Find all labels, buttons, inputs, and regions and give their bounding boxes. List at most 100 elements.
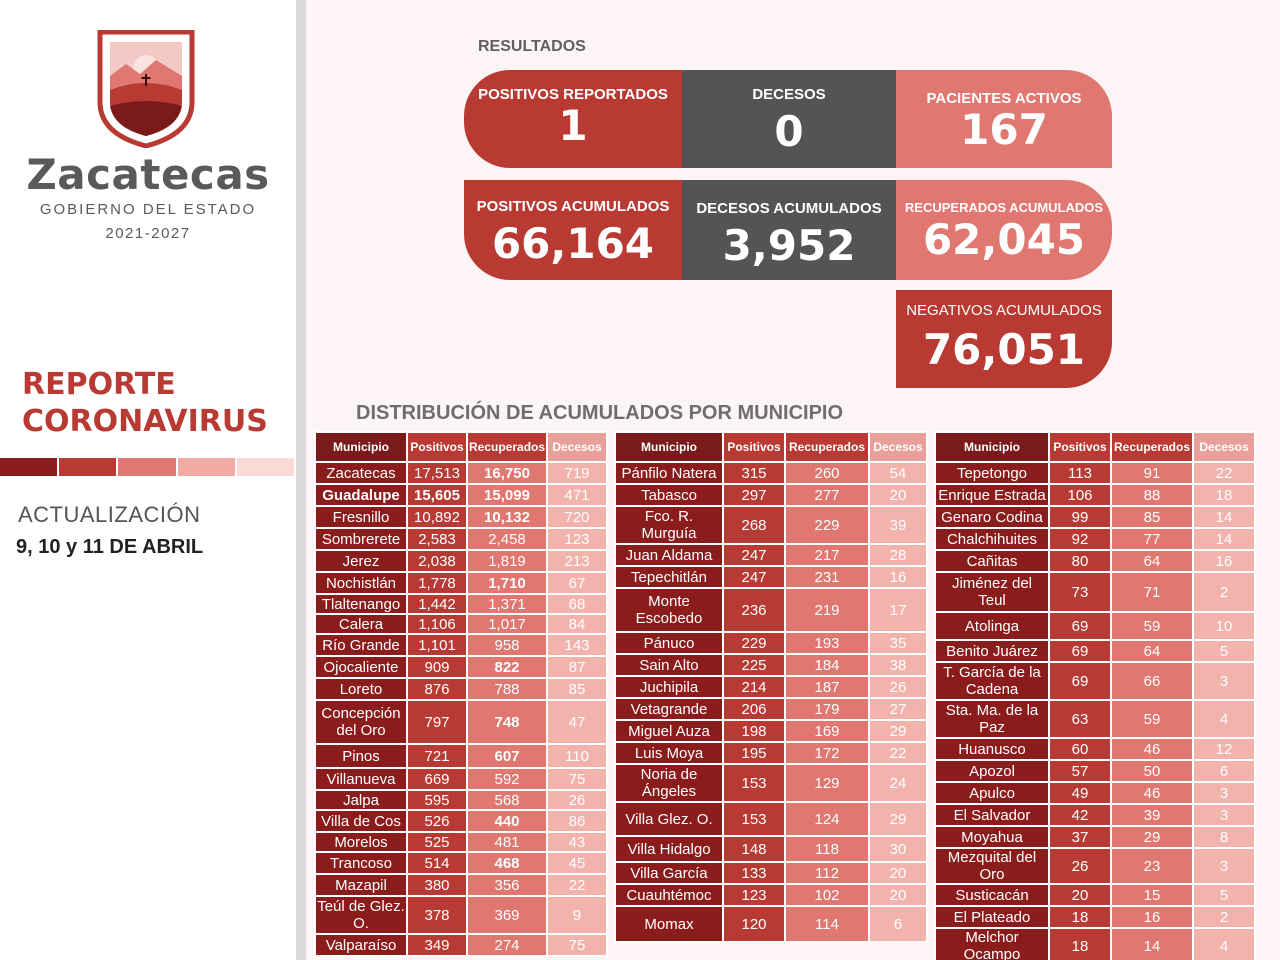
municipio-cell: Jalpa	[314, 789, 408, 811]
municipio-cell: Apozol	[934, 759, 1050, 783]
municipio-cell: Jiménez del Teul	[934, 571, 1050, 613]
recuperados-cell: 217	[784, 543, 870, 567]
municipio-cell: Genaro Codina	[934, 505, 1050, 529]
decesos-cell: 22	[868, 741, 928, 765]
positivos-cell: 909	[406, 655, 468, 679]
recuperados-cell: 219	[784, 587, 870, 633]
column-header-municipio: Municipio	[314, 431, 408, 463]
kpi-value: 66,164	[491, 219, 655, 268]
table-row: Momax 120 114 6	[614, 905, 928, 943]
decesos-cell: 719	[546, 461, 608, 485]
decesos-cell: 2	[1192, 905, 1256, 929]
decesos-cell: 720	[546, 505, 608, 529]
recuperados-cell: 172	[784, 741, 870, 765]
positivos-cell: 349	[406, 933, 468, 957]
table-row: Valparaíso 349 274 75	[314, 933, 608, 957]
kpi-value: 1	[558, 101, 588, 150]
table-row: Teúl de Glez. O. 378 369 9	[314, 895, 608, 935]
positivos-cell: 148	[722, 835, 786, 863]
kpi-recuperados-acumulados: RECUPERADOS ACUMULADOS 62,045	[896, 180, 1112, 280]
decesos-cell: 20	[868, 861, 928, 885]
table-row: Mezquital del Oro 26 23 3	[934, 847, 1256, 885]
municipio-cell: Fresnillo	[314, 505, 408, 529]
municipio-cell: Apulco	[934, 781, 1050, 805]
positivos-cell: 26	[1048, 847, 1112, 885]
positivos-cell: 153	[722, 801, 786, 837]
positivos-cell: 1,442	[406, 593, 468, 615]
municipio-cell: Sombrerete	[314, 527, 408, 551]
decesos-cell: 471	[546, 483, 608, 507]
stripe-block	[236, 458, 294, 476]
positivos-cell: 229	[722, 631, 786, 655]
decesos-cell: 26	[868, 675, 928, 699]
recuperados-cell: 274	[466, 933, 548, 957]
municipio-cell: Vetagrande	[614, 697, 724, 721]
positivos-cell: 206	[722, 697, 786, 721]
table-header-row: Municipio Positivos Recuperados Decesos	[614, 431, 928, 463]
recuperados-cell: 14	[1110, 927, 1194, 960]
positivos-cell: 18	[1048, 927, 1112, 960]
decesos-cell: 14	[1192, 505, 1256, 529]
positivos-cell: 17,513	[406, 461, 468, 485]
recuperados-cell: 39	[1110, 803, 1194, 827]
municipio-cell: Loreto	[314, 677, 408, 701]
municipio-cell: Cañitas	[934, 549, 1050, 573]
municipio-cell: Sta. Ma. de la Paz	[934, 699, 1050, 739]
decesos-cell: 18	[1192, 483, 1256, 507]
kpi-label: NEGATIVOS ACUMULADOS	[906, 302, 1102, 319]
recuperados-cell: 118	[784, 835, 870, 863]
recuperados-cell: 59	[1110, 611, 1194, 641]
recuperados-cell: 1,819	[466, 549, 548, 573]
recuperados-cell: 10,132	[466, 505, 548, 529]
municipio-table-3: Municipio Positivos Recuperados Decesos Tep…	[934, 431, 1256, 960]
positivos-cell: 123	[722, 883, 786, 907]
municipio-cell: Villa de Cos	[314, 809, 408, 833]
table-row: Río Grande 1,101 958 143	[314, 633, 608, 657]
municipio-cell: Guadalupe	[314, 483, 408, 507]
positivos-cell: 99	[1048, 505, 1112, 529]
positivos-cell: 297	[722, 483, 786, 507]
decesos-cell: 4	[1192, 699, 1256, 739]
municipio-cell: Teúl de Glez. O.	[314, 895, 408, 935]
column-header-recuperados: Recuperados	[466, 431, 548, 463]
positivos-cell: 378	[406, 895, 468, 935]
municipio-cell: Huanusco	[934, 737, 1050, 761]
municipio-cell: Mazapil	[314, 873, 408, 897]
table-row: Pánfilo Natera 315 260 54	[614, 461, 928, 485]
decesos-cell: 67	[546, 571, 608, 595]
kpi-pacientes-activos: PACIENTES ACTIVOS 167	[896, 70, 1112, 168]
municipio-cell: Río Grande	[314, 633, 408, 657]
decesos-cell: 84	[546, 613, 608, 635]
municipio-cell: Trancoso	[314, 851, 408, 875]
table-row: Tabasco 297 277 20	[614, 483, 928, 507]
decesos-cell: 110	[546, 743, 608, 769]
table-row: Calera 1,106 1,017 84	[314, 613, 608, 635]
recuperados-cell: 16,750	[466, 461, 548, 485]
decesos-cell: 6	[1192, 759, 1256, 783]
table-row: Enrique Estrada 106 88 18	[934, 483, 1256, 507]
recuperados-cell: 179	[784, 697, 870, 721]
municipio-cell: El Plateado	[934, 905, 1050, 929]
decesos-cell: 22	[1192, 461, 1256, 485]
recuperados-cell: 369	[466, 895, 548, 935]
decesos-cell: 16	[1192, 549, 1256, 573]
positivos-cell: 92	[1048, 527, 1112, 551]
recuperados-cell: 2,458	[466, 527, 548, 551]
report-title-line1: REPORTE	[22, 367, 176, 402]
positivos-cell: 133	[722, 861, 786, 885]
kpi-label: DECESOS ACUMULADOS	[696, 200, 882, 217]
decesos-cell: 123	[546, 527, 608, 551]
decesos-cell: 6	[868, 905, 928, 943]
kpi-value: 3,952	[722, 221, 856, 270]
recuperados-cell: 748	[466, 699, 548, 745]
kpi-decesos: DECESOS 0	[682, 70, 896, 168]
table-row: Jalpa 595 568 26	[314, 789, 608, 811]
table-row: Vetagrande 206 179 27	[614, 697, 928, 721]
report-title-line2: CORONAVIRUS	[22, 404, 268, 439]
municipio-cell: Atolinga	[934, 611, 1050, 641]
positivos-cell: 69	[1048, 639, 1112, 663]
kpi-decesos-acumulados: DECESOS ACUMULADOS 3,952	[682, 180, 896, 280]
table-row: Pinos 721 607 110	[314, 743, 608, 769]
column-header-positivos: Positivos	[722, 431, 786, 463]
table-row: Jerez 2,038 1,819 213	[314, 549, 608, 573]
